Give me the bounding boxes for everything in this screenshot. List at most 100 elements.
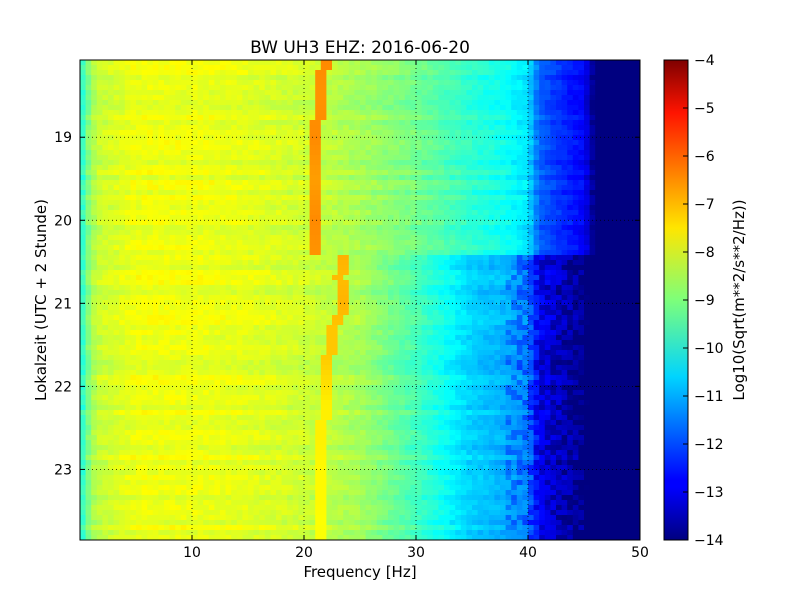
heatmap-cell — [85, 230, 92, 236]
heatmap-cell — [320, 145, 327, 151]
heatmap-cell — [130, 275, 137, 281]
heatmap-cell — [242, 65, 249, 71]
heatmap-cell — [287, 155, 294, 161]
heatmap-cell — [606, 300, 613, 306]
heatmap-cell — [236, 265, 243, 271]
heatmap-cell — [124, 170, 131, 176]
heatmap-cell — [561, 85, 568, 91]
heatmap-cell — [567, 280, 574, 286]
heatmap-cell — [119, 290, 126, 296]
heatmap-cell — [203, 285, 210, 291]
heatmap-cell — [494, 265, 501, 271]
heatmap-cell — [242, 70, 249, 76]
heatmap-cell — [354, 225, 361, 231]
heatmap-cell — [203, 110, 210, 116]
heatmap-cell — [416, 75, 423, 81]
heatmap-cell — [612, 160, 619, 166]
heatmap-cell — [152, 190, 159, 196]
heatmap-cell — [214, 220, 221, 226]
heatmap-cell — [231, 285, 238, 291]
heatmap-cell — [410, 275, 417, 281]
heatmap-cell — [421, 175, 428, 181]
heatmap-cell — [180, 190, 187, 196]
heatmap-cell — [152, 125, 159, 131]
heatmap-cell — [326, 305, 333, 311]
heatmap-cell — [449, 110, 456, 116]
heatmap-cell — [561, 300, 568, 306]
heatmap-cell — [460, 300, 467, 306]
heatmap-cell — [516, 195, 523, 201]
heatmap-cell — [326, 250, 333, 256]
heatmap-cell — [516, 160, 523, 166]
heatmap-cell — [466, 305, 473, 311]
heatmap-cell — [136, 195, 143, 201]
heatmap-cell — [376, 140, 383, 146]
heatmap-cell — [539, 230, 546, 236]
heatmap-cell — [231, 145, 238, 151]
heatmap-cell — [326, 255, 333, 261]
heatmap-cell — [348, 65, 355, 71]
heatmap-cell — [567, 295, 574, 301]
heatmap-cell — [164, 205, 171, 211]
heatmap-cell — [259, 120, 266, 126]
heatmap-cell — [617, 80, 624, 86]
heatmap-cell — [270, 200, 277, 206]
heatmap-cell — [85, 300, 92, 306]
heatmap-cell — [80, 125, 87, 131]
heatmap-cell — [326, 85, 333, 91]
heatmap-cell — [270, 145, 277, 151]
heatmap-cell — [533, 85, 540, 91]
heatmap-cell — [192, 280, 199, 286]
heatmap-cell — [298, 65, 305, 71]
heatmap-cell — [130, 85, 137, 91]
heatmap-cell — [606, 135, 613, 141]
heatmap-cell — [578, 245, 585, 251]
heatmap-cell — [343, 95, 350, 101]
heatmap-cell — [354, 255, 361, 261]
heatmap-cell — [225, 255, 232, 261]
heatmap-cell — [477, 170, 484, 176]
heatmap-cell — [348, 255, 355, 261]
heatmap-cell — [287, 260, 294, 266]
heatmap-cell — [432, 70, 439, 76]
heatmap-cell — [427, 290, 434, 296]
heatmap-cell — [584, 105, 591, 111]
heatmap-cell — [628, 205, 635, 211]
heatmap-cell — [203, 90, 210, 96]
heatmap-cell — [432, 100, 439, 106]
heatmap-cell — [169, 60, 176, 66]
heatmap-cell — [617, 95, 624, 101]
heatmap-cell — [281, 250, 288, 256]
heatmap-cell — [455, 200, 462, 206]
heatmap-cell — [164, 140, 171, 146]
heatmap-cell — [550, 270, 557, 276]
heatmap-cell — [348, 240, 355, 246]
heatmap-cell — [276, 145, 283, 151]
heatmap-cell — [477, 250, 484, 256]
heatmap-cell — [287, 145, 294, 151]
heatmap-cell — [516, 290, 523, 296]
heatmap-cell — [231, 265, 238, 271]
heatmap-cell — [550, 215, 557, 221]
heatmap-cell — [567, 120, 574, 126]
heatmap-cell — [477, 180, 484, 186]
heatmap-cell — [572, 70, 579, 76]
heatmap-cell — [242, 80, 249, 86]
heatmap-cell — [343, 240, 350, 246]
heatmap-cell — [242, 255, 249, 261]
heatmap-cell — [365, 295, 372, 301]
heatmap-cell — [455, 180, 462, 186]
heatmap-cell — [158, 300, 165, 306]
heatmap-cell — [444, 275, 451, 281]
heatmap-cell — [304, 100, 311, 106]
heatmap-cell — [113, 110, 120, 116]
heatmap-cell — [572, 155, 579, 161]
heatmap-cell — [326, 125, 333, 131]
heatmap-cell — [550, 250, 557, 256]
heatmap-cell — [141, 195, 148, 201]
heatmap-cell — [214, 60, 221, 66]
heatmap-cell — [96, 60, 103, 66]
heatmap-cell — [231, 190, 238, 196]
heatmap-cell — [208, 260, 215, 266]
heatmap-cell — [561, 95, 568, 101]
